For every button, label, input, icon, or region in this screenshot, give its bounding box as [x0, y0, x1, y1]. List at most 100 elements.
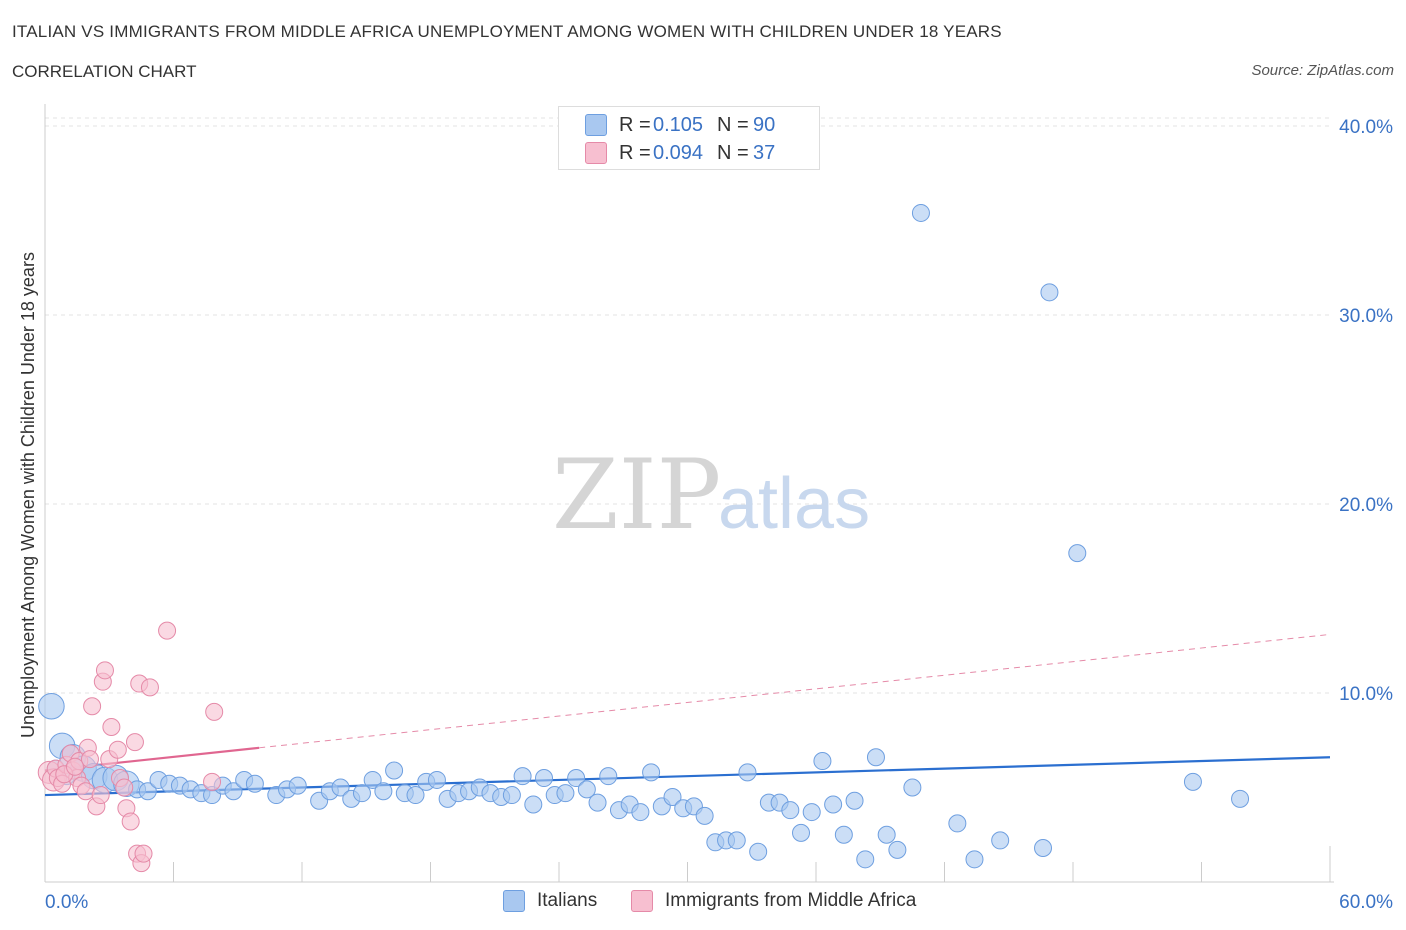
legend-swatch-italians	[585, 114, 607, 136]
italians-point	[856, 850, 875, 869]
n-value: 90	[753, 113, 776, 136]
n-label: N =	[717, 141, 749, 164]
middle-africa-point	[121, 812, 140, 831]
legend-label-middle-africa: Immigrants from Middle Africa	[665, 890, 917, 911]
legend-row-italians: R = 0.105 N = 90	[585, 111, 775, 139]
italians-point	[888, 840, 907, 859]
legend-item-middle-africa[interactable]: Immigrants from Middle Africa	[631, 890, 916, 912]
middle-africa-point	[91, 786, 110, 805]
grid-lines	[45, 117, 1330, 694]
middle-africa-point	[125, 733, 144, 752]
y-tick-label: 10.0%	[1339, 684, 1393, 705]
italians-point	[781, 801, 800, 820]
x-tick-label-max: 60.0%	[1339, 892, 1393, 913]
italians-point	[288, 776, 307, 795]
watermark: ZIP atlas	[552, 439, 870, 551]
middle-africa-point	[205, 702, 224, 721]
italians-point	[427, 770, 446, 789]
trend-lines	[44, 633, 1331, 797]
italians-point	[866, 748, 885, 767]
italians-point	[824, 795, 843, 814]
italians-point	[631, 803, 650, 822]
data-points	[37, 203, 1250, 873]
italians-point	[502, 786, 521, 805]
italians-point	[599, 767, 618, 786]
middle-africa-point	[203, 772, 222, 791]
middle-africa-point	[65, 757, 84, 776]
watermark-atlas: atlas	[718, 464, 870, 544]
italians-point	[813, 752, 832, 771]
r-label: R =	[619, 113, 651, 136]
watermark-zip: ZIP	[552, 439, 721, 551]
n-value: 37	[753, 141, 776, 164]
x-tick-label-min: 0.0%	[45, 892, 88, 913]
italians-point	[363, 770, 382, 789]
italians-point	[727, 831, 746, 850]
series-legend: Italians Immigrants from Middle Africa	[0, 890, 1406, 916]
middle-africa-trend-extension	[259, 633, 1331, 749]
middle-africa-point	[102, 718, 121, 737]
y-tick-label: 30.0%	[1339, 306, 1393, 327]
italians-point	[513, 767, 532, 786]
italians-point	[556, 784, 575, 803]
source-label: Source: ZipAtlas.com	[1251, 62, 1394, 79]
y-axis-label: Unemployment Among Women with Children U…	[18, 252, 38, 738]
x-tick-labels: 0.0% 60.0%	[45, 892, 1393, 913]
italians-point	[577, 780, 596, 799]
legend-row-middle-africa: R = 0.094 N = 37	[585, 139, 775, 167]
middle-africa-point	[76, 782, 95, 801]
italians-point	[224, 782, 243, 801]
r-value: 0.094	[653, 141, 704, 164]
middle-africa-point	[115, 778, 134, 797]
italians-point	[374, 782, 393, 801]
italians-point	[695, 806, 714, 825]
chart-title: ITALIAN VS IMMIGRANTS FROM MIDDLE AFRICA…	[12, 22, 1002, 41]
middle-africa-point	[108, 740, 127, 759]
italians-point	[991, 831, 1010, 850]
middle-africa-point	[134, 844, 153, 863]
y-tick-label: 40.0%	[1339, 117, 1393, 138]
italians-point	[802, 803, 821, 822]
italians-point	[245, 774, 264, 793]
italians-point	[903, 778, 922, 797]
legend-label-italians: Italians	[537, 890, 598, 911]
r-label: R =	[619, 141, 651, 164]
italians-point	[385, 761, 404, 780]
middle-africa-point	[95, 661, 114, 680]
italians-point	[1068, 544, 1087, 563]
italians-point	[1040, 283, 1059, 302]
y-tick-label: 20.0%	[1339, 495, 1393, 516]
legend-swatch-italians	[503, 890, 525, 912]
legend-item-italians[interactable]: Italians	[503, 890, 597, 912]
italians-point	[352, 784, 371, 803]
italians-point	[331, 778, 350, 797]
middle-africa-point	[80, 750, 99, 769]
italians-point	[1183, 772, 1202, 791]
italians-point	[642, 763, 661, 782]
italians-point	[567, 769, 586, 788]
italians-point	[845, 791, 864, 810]
italians-point	[588, 793, 607, 812]
italians-point	[38, 692, 65, 720]
italians-point	[138, 782, 157, 801]
italians-point	[738, 763, 757, 782]
italians-point	[663, 787, 682, 806]
axes	[44, 104, 1334, 883]
italians-point	[965, 850, 984, 869]
italians-point	[535, 769, 554, 788]
y-tick-labels: 10.0% 20.0% 30.0% 40.0%	[1339, 117, 1393, 705]
middle-africa-point	[158, 621, 177, 640]
italians-point	[1231, 789, 1250, 808]
italians-point	[524, 795, 543, 814]
italians-point	[911, 203, 930, 222]
n-label: N =	[717, 113, 749, 136]
italians-point	[1034, 838, 1053, 857]
italians-point	[406, 786, 425, 805]
legend-swatch-middle-africa	[585, 142, 607, 164]
stats-legend: R = 0.105 N = 90 R = 0.094 N = 37	[558, 106, 820, 170]
middle-africa-point	[83, 697, 102, 716]
italians-point	[877, 825, 896, 844]
middle-africa-point	[140, 678, 159, 697]
legend-swatch-middle-africa	[631, 890, 653, 912]
